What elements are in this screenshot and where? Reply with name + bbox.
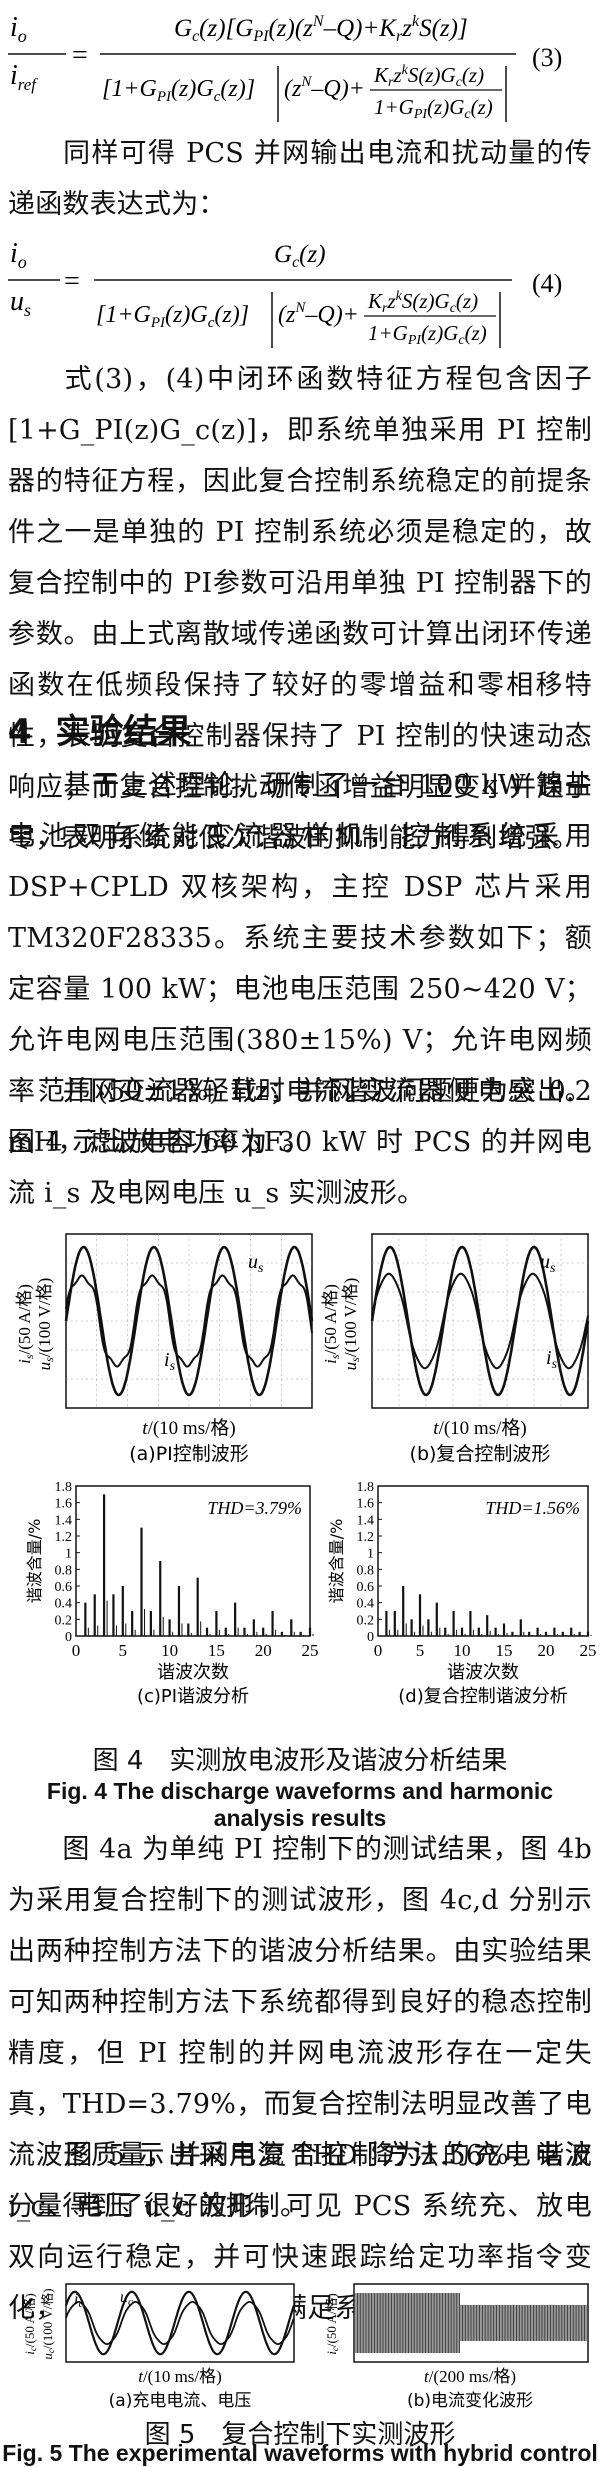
svg-text:Gc(z): Gc(z) <box>274 241 326 271</box>
fig5b-xlabel: t/(200 ms/格) <box>424 2367 516 2386</box>
x-tick-label: 0 <box>374 1641 383 1660</box>
y-tick-label: 1.8 <box>55 1480 73 1495</box>
y-tick-label: 0.6 <box>55 1580 73 1595</box>
svg-text:us: us <box>10 286 31 320</box>
x-tick-label: 10 <box>454 1641 471 1660</box>
svg-text:[1+GPI(z)Gc(z)]: [1+GPI(z)Gc(z)] <box>102 76 255 105</box>
spectrum-caption: (d)复合控制谐波分析 <box>398 1686 567 1707</box>
spectrum-ylabel: 谐波含量/% <box>25 1519 44 1604</box>
x-tick-label: 20 <box>538 1641 555 1660</box>
svg-text:(4): (4) <box>532 269 562 298</box>
fig4a-ylabel-2: us/(100 V/格) <box>35 1278 56 1371</box>
svg-text:io: io <box>10 238 27 272</box>
x-tick-label: 15 <box>208 1641 225 1660</box>
paragraph-4: 并网变流器轻载时电流谐波问题更为突出。图 4 示出放电功率为 30 kW 时 P… <box>8 1076 592 1209</box>
figure-5-caption-en: Fig. 5 The experimental waveforms with h… <box>2 2440 598 2466</box>
thd-label: THD=3.79% <box>207 1498 302 1518</box>
fig4c-spectrum: 0 0.20.4 0.6 0.81 1.2 1.41.6 1.8 0 5 10 15 20 25 THD=… <box>25 1480 319 1707</box>
y-tick-label: 1.2 <box>55 1530 73 1545</box>
svg-text:iref: iref <box>10 60 38 94</box>
fig4a-ylabel: is/(50 A/格) <box>15 1284 36 1364</box>
x-tick-label: 25 <box>302 1641 319 1660</box>
figure-5-caption-cn: 图 5 复合控制下实测波形 <box>144 2420 456 2450</box>
svg-text:KrzkS(z)Gc(z): KrzkS(z)Gc(z) <box>373 63 484 90</box>
fig5a-i-label: ic <box>74 2291 83 2310</box>
section-heading: 4 实验结果 <box>8 712 192 752</box>
thd-label: THD=1.56% <box>485 1498 580 1518</box>
svg-text:KrzkS(z)Gc(z): KrzkS(z)Gc(z) <box>367 289 478 316</box>
svg-text:(zN–Q)+: (zN–Q)+ <box>278 300 359 328</box>
spectrum-xlabel: 谐波次数 <box>447 1662 519 1683</box>
x-tick-label: 25 <box>580 1641 597 1660</box>
y-tick-label: 1.6 <box>55 1497 73 1512</box>
y-tick-label: 1.4 <box>357 1513 375 1528</box>
x-tick-label: 0 <box>72 1641 81 1660</box>
fig4a-i-label: is <box>164 1349 176 1374</box>
x-tick-label: 10 <box>161 1641 178 1660</box>
x-tick-label: 5 <box>119 1641 128 1660</box>
equation-3: io iref = Gc(z)[GPI(z)(zN–Q)+KrzkS(z)] [… <box>8 6 592 126</box>
fig4b-waveform: us is is/(50 A/格) us/(100 V/格) t/(10 ms/… <box>321 1233 590 1465</box>
fig5a-caption: (a)充电电流、电压 <box>109 2391 252 2411</box>
fig4b-caption: (b)复合控制波形 <box>410 1443 551 1465</box>
svg-text:1+GPI(z)Gc(z): 1+GPI(z)Gc(z) <box>374 95 493 122</box>
y-tick-label: 0.8 <box>357 1563 375 1578</box>
x-tick-label: 15 <box>496 1641 513 1660</box>
svg-text:1+GPI(z)Gc(z): 1+GPI(z)Gc(z) <box>368 321 487 348</box>
x-tick-label: 5 <box>416 1641 425 1660</box>
fig4a-caption: (a)PI控制波形 <box>129 1443 249 1465</box>
y-tick-label: 1.6 <box>357 1497 375 1512</box>
y-tick-label: 1.4 <box>55 1513 73 1528</box>
svg-text:io: io <box>10 12 27 46</box>
svg-text:[1+GPI(z)Gc(z)]: [1+GPI(z)Gc(z)] <box>96 302 249 331</box>
svg-text:=: = <box>64 266 80 297</box>
y-tick-label: 0 <box>367 1630 374 1645</box>
y-tick-label: 1 <box>367 1547 374 1562</box>
figure-5-graphic: ic uc ic/(50 A/格) uc/(100 V/格) t/(10 ms/… <box>22 2283 589 2411</box>
paragraph-1: 同样可得 PCS 并网输出电流和扰动量的传递函数表达式为： <box>8 138 592 220</box>
figure-4: us is is/(50 A/格) us/(100 V/格) t/(10 ms/… <box>0 1224 600 1724</box>
fig4a-waveform: us is is/(50 A/格) us/(100 V/格) t/(10 ms/… <box>15 1233 314 1465</box>
fig5a-waveform: ic uc ic/(50 A/格) uc/(100 V/格) t/(10 ms/… <box>22 2283 296 2411</box>
fig4b-ylabel-2: us/(100 V/格) <box>341 1278 362 1371</box>
svg-text:=: = <box>72 40 88 71</box>
figure-4-caption-en: Fig. 4 The discharge waveforms and harmo… <box>46 1778 554 1831</box>
spectrum-caption: (c)PI谐波分析 <box>137 1686 249 1707</box>
y-tick-label: 0.4 <box>55 1597 73 1612</box>
svg-text:uc/(100 V/格): uc/(100 V/格) <box>40 2288 56 2359</box>
y-tick-label: 1.8 <box>357 1480 375 1495</box>
y-tick-label: 1.2 <box>357 1530 375 1545</box>
fig5b-waveform: ic/(50 A/格) t/(200 ms/格) (b)电流变化波形 <box>324 2283 589 2411</box>
y-tick-label: 0.2 <box>55 1613 73 1628</box>
spectrum-ylabel: 谐波含量/% <box>327 1519 346 1604</box>
fig4a-xlabel: t/(10 ms/格) <box>142 1417 235 1439</box>
paragraph-2: 式(3)，(4)中闭环函数特征方程包含因子[1+G_PI(z)G_c(z)]，即… <box>8 364 592 854</box>
paragraph-3: 基于上述理论，研制了一台 100 kW 镍盐电池双向储能变流器样机，控制系统采用… <box>8 770 592 1158</box>
fig4d-spectrum: 0 0.20.4 0.6 0.81 1.2 1.41.6 1.8 0 5 10 15 20 25 THD=… <box>327 1480 597 1707</box>
y-tick-label: 0.8 <box>55 1563 73 1578</box>
svg-text:(3): (3) <box>532 43 562 72</box>
fig5a-xlabel: t/(10 ms/格) <box>138 2367 222 2386</box>
x-tick-label: 20 <box>255 1641 272 1660</box>
figure-4-graphic: us is is/(50 A/格) us/(100 V/格) t/(10 ms/… <box>15 1233 597 1707</box>
figure-4-caption-cn: 图 4 实测放电波形及谐波分析结果 <box>92 1746 508 1776</box>
fig5b-caption: (b)电流变化波形 <box>407 2391 533 2411</box>
spectrum-xlabel: 谐波次数 <box>157 1662 229 1683</box>
figure-5: ic uc ic/(50 A/格) uc/(100 V/格) t/(10 ms/… <box>0 2282 600 2412</box>
y-tick-label: 0.6 <box>357 1580 375 1595</box>
y-tick-label: 1 <box>65 1547 72 1562</box>
svg-text:ic/(50 A/格): ic/(50 A/格) <box>324 2293 340 2354</box>
y-tick-label: 0 <box>65 1630 72 1645</box>
fig4b-xlabel: t/(10 ms/格) <box>433 1417 526 1439</box>
y-tick-label: 0.2 <box>357 1613 375 1628</box>
y-tick-label: 0.4 <box>357 1597 375 1612</box>
svg-text:Gc(z)[GPI(z)(zN–Q)+KrzkS(z)]: Gc(z)[GPI(z)(zN–Q)+KrzkS(z)] <box>174 13 468 45</box>
fig4b-ylabel: is/(50 A/格) <box>321 1284 342 1364</box>
svg-text:ic/(50 A/格): ic/(50 A/格) <box>22 2293 38 2354</box>
svg-text:(zN–Q)+: (zN–Q)+ <box>284 74 365 102</box>
fig4b-i-label: is <box>546 1347 558 1372</box>
paragraph-5: 图 4a 为单纯 PI 控制下的测试结果，图 4b 为采用复合控制下的测试波形，… <box>8 1834 592 2222</box>
equation-4: io us = Gc(z) [1+GPI(z)Gc(z)] (zN–Q)+ Kr… <box>8 232 592 352</box>
